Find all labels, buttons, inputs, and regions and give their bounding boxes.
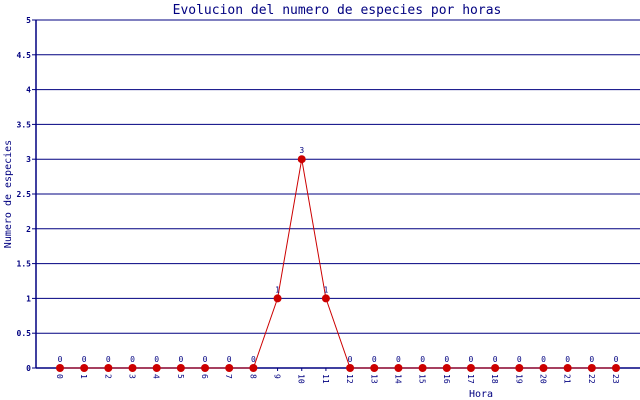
x-tick-label: 0 (55, 374, 64, 379)
data-label: 0 (444, 355, 449, 364)
y-tick-label: 0 (26, 364, 31, 373)
x-tick-label: 10 (297, 374, 306, 384)
data-label: 0 (106, 355, 111, 364)
chart-title: Evolucion del numero de especies por hor… (173, 3, 502, 18)
data-label: 0 (517, 355, 522, 364)
data-point (466, 364, 475, 372)
data-point (491, 364, 500, 372)
y-tick-label: 2.5 (17, 190, 32, 199)
data-point (56, 364, 64, 372)
data-point (442, 364, 451, 372)
data-label: 0 (493, 355, 498, 364)
x-tick-label: 8 (248, 374, 257, 379)
data-label: 0 (372, 355, 377, 364)
x-tick-label: 16 (442, 374, 451, 384)
data-point (128, 364, 137, 372)
data-point (273, 294, 282, 303)
data-label: 0 (614, 355, 619, 364)
data-point (346, 364, 355, 372)
x-tick-label: 22 (587, 374, 596, 384)
data-label: 0 (203, 355, 208, 364)
x-tick-label: 5 (176, 374, 185, 379)
y-axis-label: Numero de especies (3, 140, 14, 248)
data-point (515, 364, 524, 372)
data-point (612, 364, 620, 372)
data-label: 0 (227, 355, 232, 364)
y-tick-label: 3 (26, 155, 31, 164)
x-tick-label: 4 (152, 374, 161, 379)
data-label: 0 (251, 355, 256, 364)
data-point (104, 364, 113, 372)
data-label: 0 (58, 355, 63, 364)
data-point (370, 364, 379, 372)
y-tick-label: 2 (26, 225, 31, 234)
x-tick-label: 2 (103, 374, 112, 379)
y-tick-label: 3.5 (17, 120, 32, 129)
data-label: 3 (299, 146, 304, 155)
data-label: 0 (154, 355, 159, 364)
data-point (201, 364, 210, 372)
x-tick-label: 9 (273, 374, 282, 379)
data-label: 0 (541, 355, 546, 364)
x-tick-label: 1 (79, 374, 88, 379)
data-label: 0 (589, 355, 594, 364)
data-label: 0 (396, 355, 401, 364)
y-tick-label: 5 (26, 16, 31, 25)
y-tick-label: 4 (26, 86, 31, 95)
y-tick-label: 0.5 (17, 329, 32, 338)
x-tick-label: 23 (611, 374, 620, 384)
x-tick-label: 13 (369, 374, 378, 384)
data-label: 0 (82, 355, 87, 364)
data-point (176, 364, 185, 372)
y-tick-label: 4.5 (17, 51, 32, 60)
x-tick-label: 7 (224, 374, 233, 379)
series-line (60, 159, 616, 369)
x-tick-label: 18 (490, 374, 499, 384)
data-label: 1 (323, 285, 328, 294)
y-tick-label: 1 (26, 294, 31, 303)
data-point (587, 364, 596, 372)
x-tick-label: 20 (538, 374, 547, 384)
data-point (539, 364, 548, 372)
x-tick-label: 21 (563, 374, 572, 384)
x-tick-label: 11 (321, 374, 330, 384)
x-axis-label: Hora (469, 389, 493, 400)
x-tick-label: 6 (200, 374, 209, 379)
data-point (80, 364, 89, 372)
data-label: 0 (565, 355, 570, 364)
x-tick-label: 15 (418, 374, 427, 384)
data-point (249, 364, 258, 372)
data-point (297, 155, 306, 164)
data-label: 0 (348, 355, 353, 364)
data-label: 1 (275, 285, 280, 294)
data-point (321, 294, 330, 303)
y-tick-label: 1.5 (17, 260, 32, 269)
data-label: 0 (469, 355, 474, 364)
data-point (394, 364, 403, 372)
data-label: 0 (178, 355, 183, 364)
data-label: 0 (420, 355, 425, 364)
data-point (418, 364, 427, 372)
x-tick-label: 17 (466, 374, 475, 384)
data-label: 0 (130, 355, 135, 364)
x-tick-label: 3 (128, 374, 137, 379)
data-point (152, 364, 161, 372)
x-tick-label: 12 (345, 374, 354, 384)
data-point (225, 364, 234, 372)
data-point (563, 364, 572, 372)
x-tick-label: 19 (514, 374, 523, 384)
x-tick-label: 14 (393, 374, 402, 384)
